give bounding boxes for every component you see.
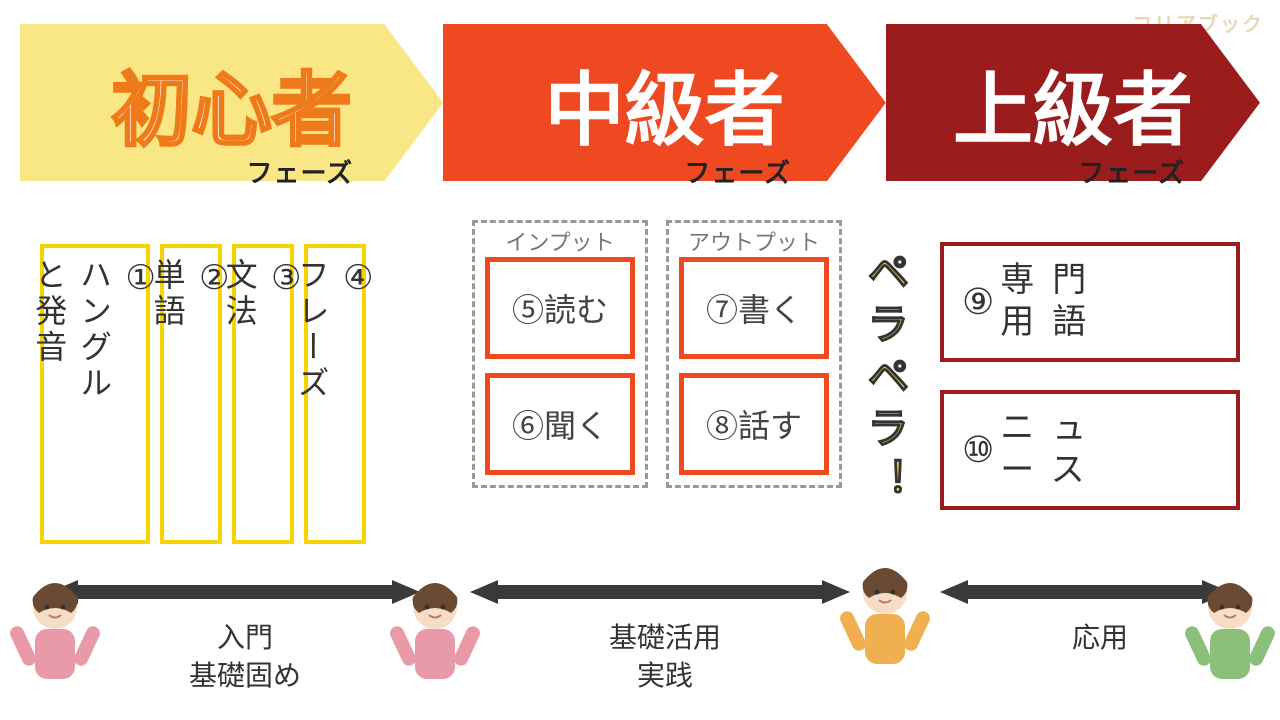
person-illustration-2 (830, 560, 940, 680)
phase-arrows-row: 初心者フェーズ 中級者フェーズ 上級者フェーズ (20, 24, 1260, 199)
person-illustration-3 (1175, 575, 1280, 695)
person-illustration-1 (380, 575, 490, 695)
beginner-box-2: ③文法 (232, 244, 294, 544)
mid-box: ⑤読む (485, 257, 635, 359)
intermediate-area: インプット⑤読む ⑥聞く アウトプット⑦書く ⑧話す (472, 220, 842, 488)
mid-group-1: アウトプット⑦書く ⑧話す (666, 220, 842, 488)
advanced-boxes: ⑨専門 用語 ⑩ニュ ース (940, 242, 1240, 510)
phase-title: 中級者 (545, 46, 785, 162)
mid-box: ⑥聞く (485, 373, 635, 475)
phase-title: 初心者 (112, 46, 352, 162)
adv-box-1: ⑩ニュ ース (940, 390, 1240, 510)
phase-arrow-0: 初心者フェーズ (20, 24, 443, 184)
mid-group-title: アウトプット (669, 225, 839, 257)
mid-group-title: インプット (475, 225, 645, 257)
phase-arrow-1: 中級者フェーズ (443, 24, 886, 184)
phase-sublabel: フェーズ (684, 153, 791, 190)
phase-sublabel: フェーズ (1078, 153, 1185, 190)
mid-box: ⑧話す (679, 373, 829, 475)
mid-group-0: インプット⑤読む ⑥聞く (472, 220, 648, 488)
phase-sublabel: フェーズ (246, 153, 353, 190)
perapera-text: ペラペラ！ (855, 250, 916, 510)
beginner-box-1: ②単語 (160, 244, 222, 544)
person-illustration-0 (0, 575, 110, 695)
beginner-boxes: ①ハングルと発音②単語③文法④フレーズ (40, 244, 366, 544)
adv-box-0: ⑨専門 用語 (940, 242, 1240, 362)
range-label-2: 応用 (1000, 620, 1200, 658)
beginner-box-0: ①ハングルと発音 (40, 244, 150, 544)
beginner-box-3: ④フレーズ (304, 244, 366, 544)
phase-title: 上級者 (953, 46, 1193, 162)
phase-arrow-2: 上級者フェーズ (886, 24, 1260, 184)
range-arrow-1 (470, 580, 850, 604)
range-label-0: 入門 基礎固め (145, 620, 345, 696)
range-label-1: 基礎活用 実践 (565, 620, 765, 696)
mid-box: ⑦書く (679, 257, 829, 359)
